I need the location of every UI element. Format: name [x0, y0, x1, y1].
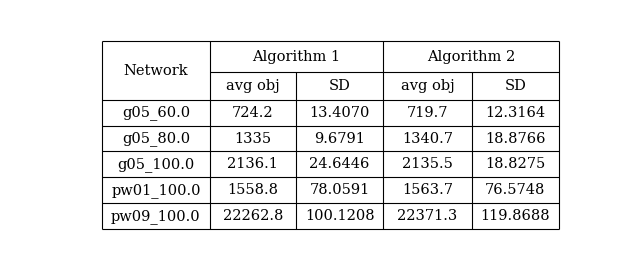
Text: 18.8766: 18.8766	[485, 132, 545, 146]
Text: 719.7: 719.7	[406, 106, 448, 120]
Text: avg obj: avg obj	[401, 79, 454, 93]
Text: 2135.5: 2135.5	[402, 157, 453, 172]
Text: g05_60.0: g05_60.0	[122, 105, 190, 120]
Text: 24.6446: 24.6446	[309, 157, 370, 172]
Text: 1558.8: 1558.8	[227, 183, 278, 197]
Text: g05_100.0: g05_100.0	[117, 157, 195, 172]
Text: Network: Network	[124, 64, 188, 77]
Text: g05_80.0: g05_80.0	[122, 131, 190, 146]
Text: 1335: 1335	[234, 132, 271, 146]
Text: Algorithm 2: Algorithm 2	[427, 50, 515, 64]
Text: 78.0591: 78.0591	[310, 183, 370, 197]
Text: 100.1208: 100.1208	[305, 209, 374, 223]
Text: 76.5748: 76.5748	[485, 183, 545, 197]
Text: 12.3164: 12.3164	[485, 106, 545, 120]
Text: pw01_100.0: pw01_100.0	[111, 183, 201, 198]
Text: 1340.7: 1340.7	[402, 132, 453, 146]
Text: 1563.7: 1563.7	[402, 183, 453, 197]
Text: Algorithm 1: Algorithm 1	[252, 50, 340, 64]
Text: 9.6791: 9.6791	[314, 132, 365, 146]
Text: SD: SD	[329, 79, 351, 93]
Text: SD: SD	[504, 79, 526, 93]
Text: pw09_100.0: pw09_100.0	[111, 209, 201, 224]
Text: 13.4070: 13.4070	[309, 106, 370, 120]
Text: 2136.1: 2136.1	[227, 157, 278, 172]
Text: 119.8688: 119.8688	[481, 209, 550, 223]
Text: 22262.8: 22262.8	[223, 209, 283, 223]
Text: avg obj: avg obj	[226, 79, 280, 93]
Text: 22371.3: 22371.3	[397, 209, 458, 223]
Text: 724.2: 724.2	[232, 106, 274, 120]
Text: 18.8275: 18.8275	[485, 157, 545, 172]
